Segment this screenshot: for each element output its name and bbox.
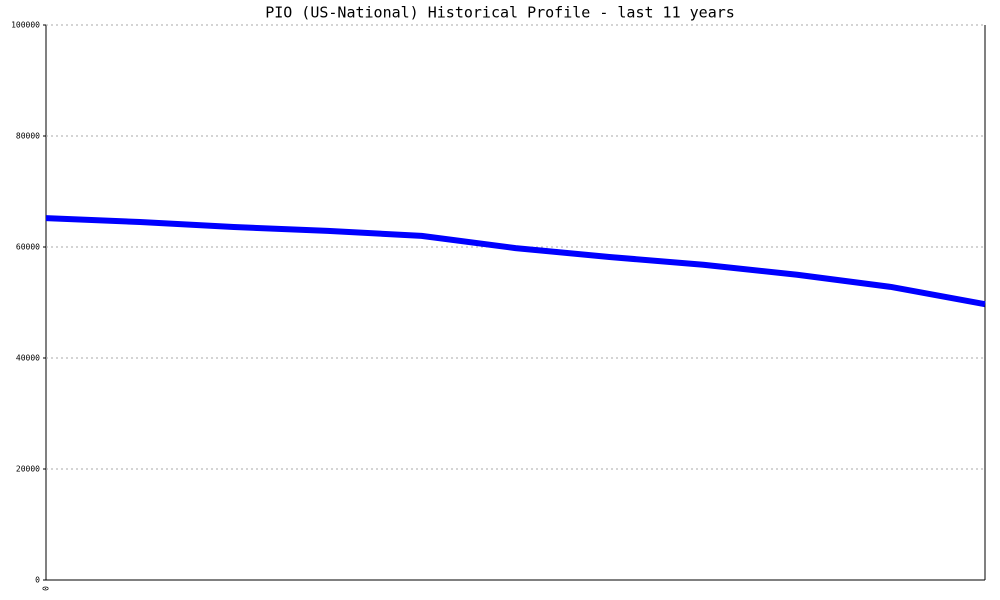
x-tick-label: 0	[42, 586, 51, 591]
y-tick-label: 0	[35, 576, 40, 585]
y-tick-label: 100000	[11, 21, 40, 30]
y-tick-label: 60000	[16, 243, 40, 252]
chart-title: PIO (US-National) Historical Profile - l…	[265, 4, 735, 22]
y-tick-label: 40000	[16, 354, 40, 363]
y-tick-label: 20000	[16, 465, 40, 474]
data-line	[45, 215, 986, 308]
y-tick-label: 80000	[16, 132, 40, 141]
